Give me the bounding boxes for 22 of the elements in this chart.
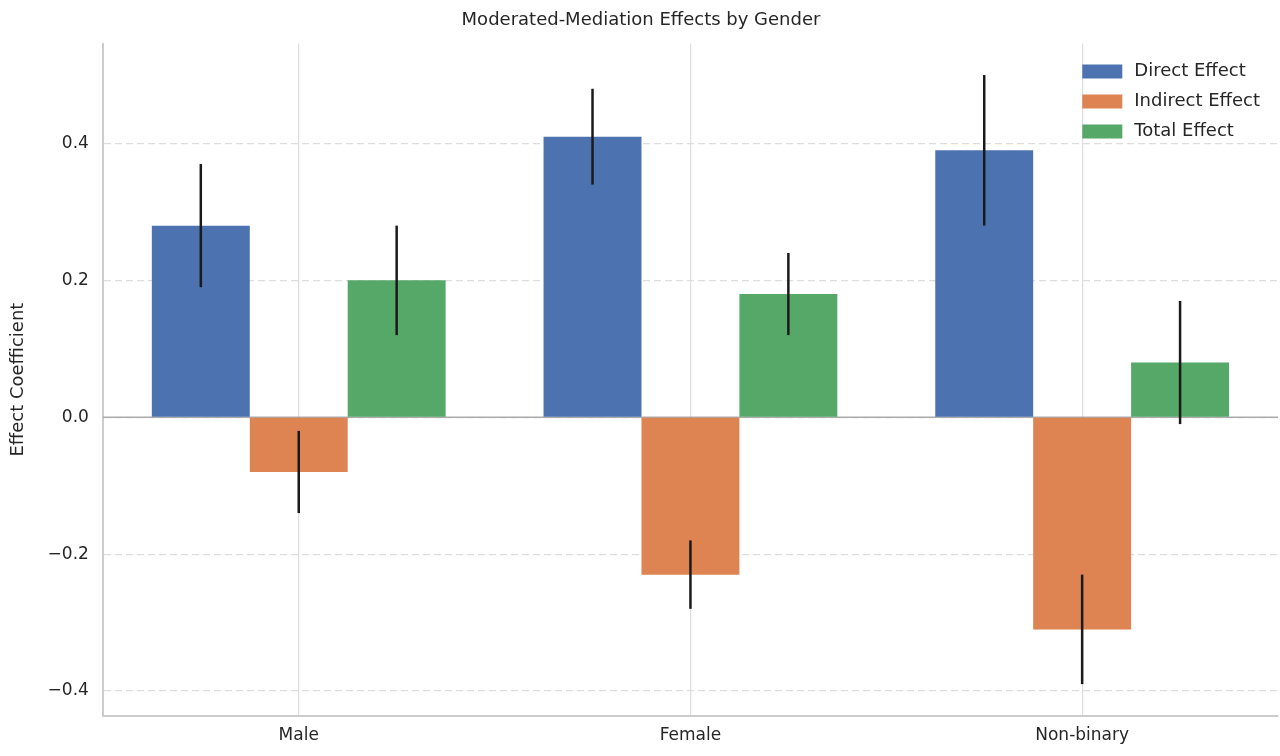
chart-title: Moderated-Mediation Effects by Gender bbox=[461, 8, 822, 30]
y-tick-label: 0.4 bbox=[61, 131, 89, 152]
y-tick-label: 0.0 bbox=[61, 405, 89, 426]
bar bbox=[739, 294, 838, 417]
bar bbox=[641, 417, 740, 575]
bar bbox=[347, 280, 446, 417]
x-tick-label: Male bbox=[278, 724, 319, 745]
bar bbox=[935, 150, 1034, 417]
y-tick-label: 0.2 bbox=[61, 268, 89, 289]
y-tick-label: −0.2 bbox=[47, 542, 89, 563]
bar bbox=[1033, 417, 1132, 630]
bar bbox=[151, 225, 250, 417]
legend-label: Total Effect bbox=[1133, 119, 1234, 141]
legend-label: Direct Effect bbox=[1134, 59, 1246, 81]
x-tick-label: Non-binary bbox=[1035, 724, 1130, 745]
bar bbox=[1131, 362, 1230, 417]
legend-label: Indirect Effect bbox=[1134, 89, 1260, 111]
x-tick-label: Female bbox=[659, 724, 722, 745]
bar bbox=[249, 417, 348, 472]
bar bbox=[543, 136, 642, 417]
y-tick-label: −0.4 bbox=[47, 679, 89, 700]
y-axis-title: Effect Coefficient bbox=[6, 302, 28, 457]
